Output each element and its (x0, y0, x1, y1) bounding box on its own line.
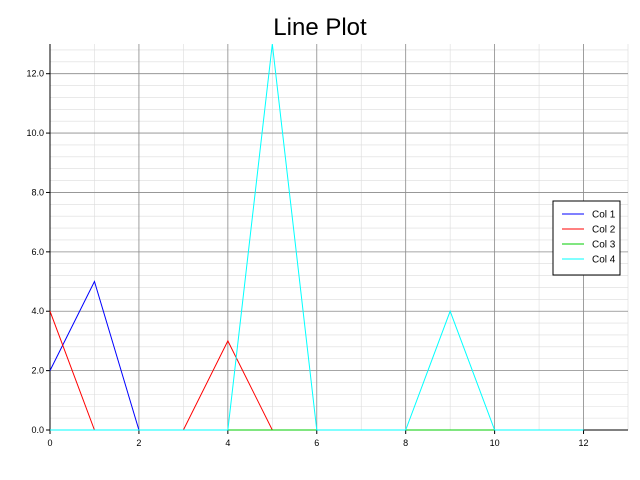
y-tick-label: 6.0 (31, 247, 44, 257)
y-tick-label: 12.0 (26, 69, 44, 79)
major-gridlines (49, 44, 628, 431)
x-tick-label: 2 (136, 438, 141, 448)
series-lines (49, 43, 584, 431)
x-tick-label: 0 (47, 438, 52, 448)
x-tick-label: 10 (490, 438, 500, 448)
x-tick-label: 12 (579, 438, 589, 448)
y-tick-label: 2.0 (31, 366, 44, 376)
legend-label-col-3: Col 3 (592, 240, 616, 251)
x-axis-ticks: 0 2 4 6 8 10 12 (47, 430, 589, 448)
y-tick-label: 4.0 (31, 306, 44, 316)
legend-box (552, 200, 621, 276)
y-tick-label: 0.0 (31, 425, 44, 435)
x-tick-label: 8 (403, 438, 408, 448)
x-tick-label: 6 (314, 438, 319, 448)
legend-label-col-2: Col 2 (592, 225, 616, 236)
legend: Col 1 Col 2 Col 3 Col 4 (552, 200, 621, 276)
legend-label-col-4: Col 4 (592, 255, 616, 266)
y-axis-ticks: 0.0 2.0 4.0 6.0 8.0 10.0 12.0 (26, 69, 50, 435)
series-line-col-4 (50, 43, 584, 431)
y-tick-label: 10.0 (26, 128, 44, 138)
y-tick-label: 8.0 (31, 187, 44, 197)
axes (49, 44, 628, 431)
minor-gridlines (49, 44, 629, 431)
x-tick-label: 4 (225, 438, 230, 448)
chart-title: Line Plot (273, 14, 367, 41)
legend-label-col-1: Col 1 (592, 210, 616, 221)
